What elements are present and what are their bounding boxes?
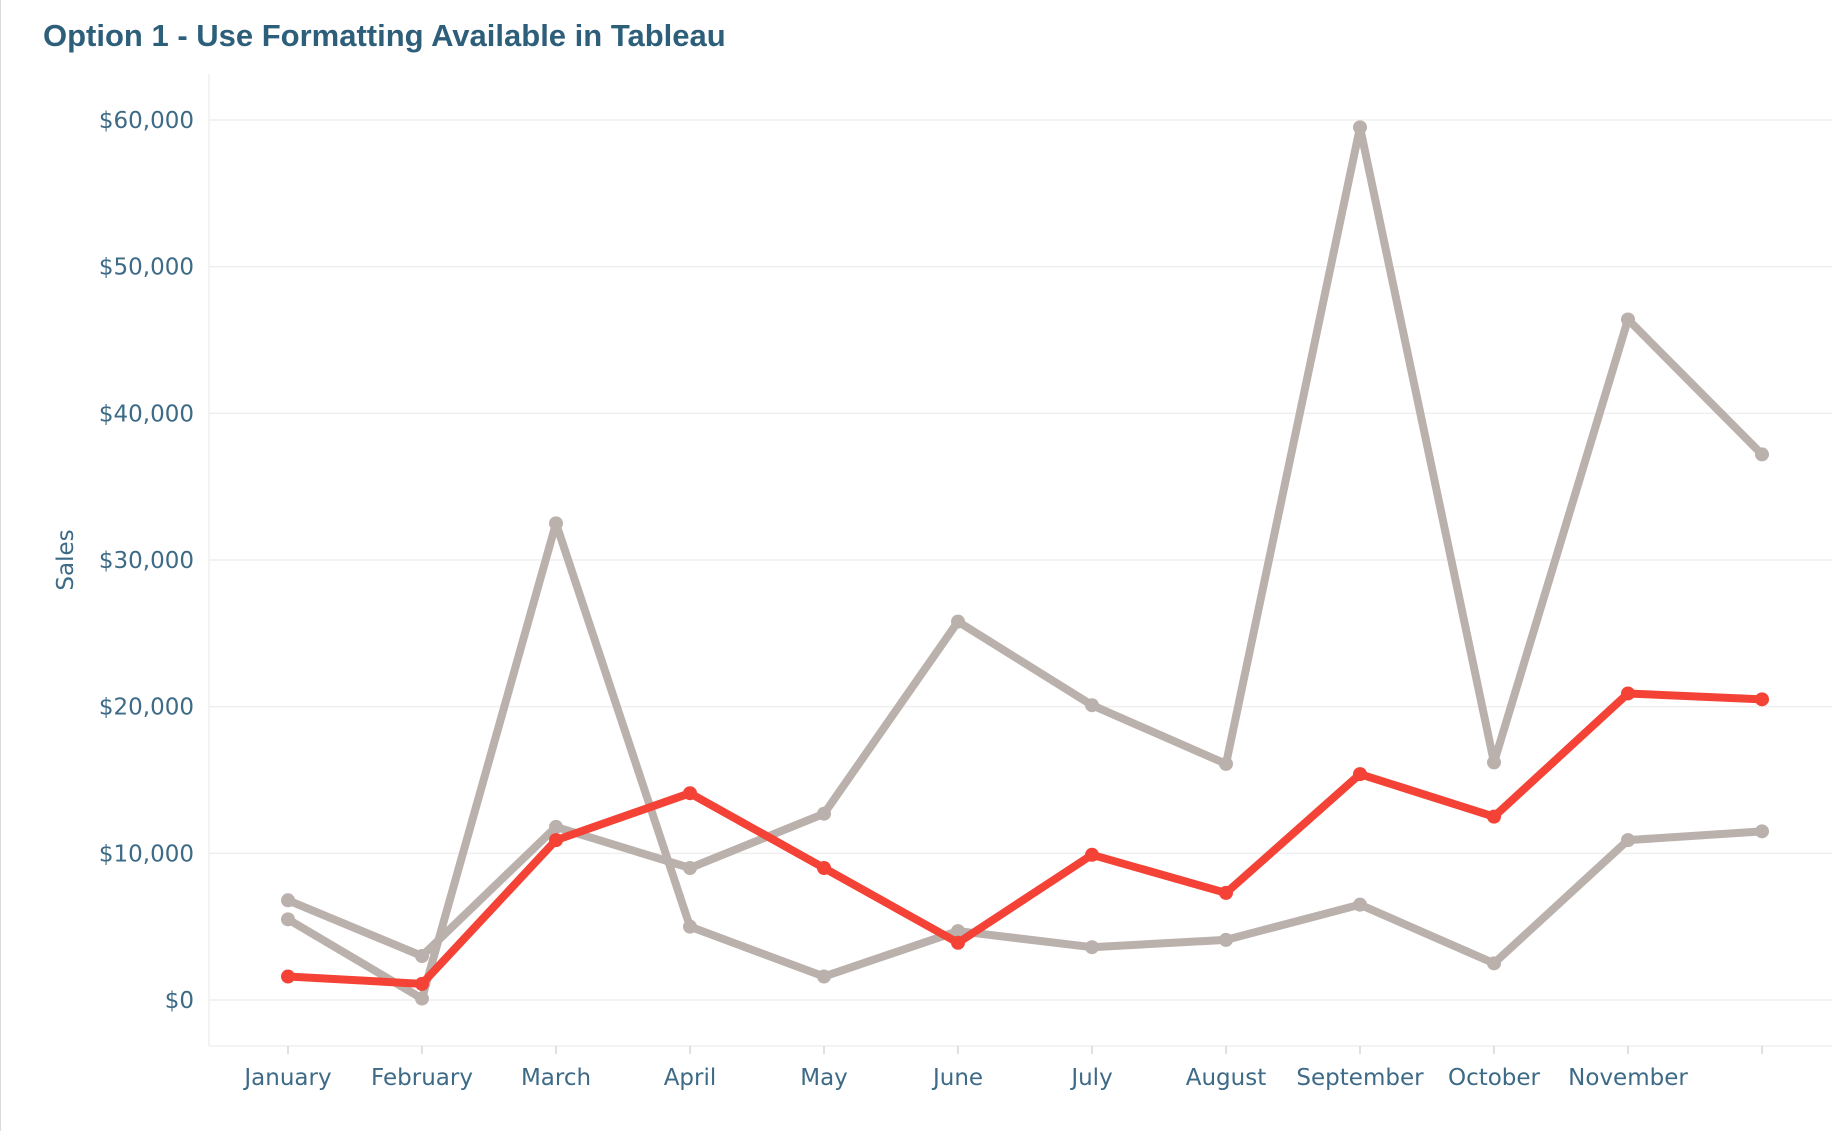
- data-point: [683, 919, 697, 934]
- data-point: [1487, 956, 1501, 971]
- series-line: [284, 123, 1766, 960]
- gridlines: [209, 119, 1832, 1001]
- y-axis-ticks: $0 $10,000 $20,000 $30,000 $40,000 $50,000 $60…: [99, 108, 194, 1014]
- x-tick-label: June: [931, 1065, 983, 1091]
- y-tick-label: $0: [165, 988, 194, 1014]
- data-point: [817, 806, 831, 821]
- data-point: [549, 819, 563, 834]
- muted-series: [281, 120, 1769, 963]
- x-tick-label: April: [664, 1065, 717, 1091]
- data-point: [415, 949, 429, 963]
- y-tick-label: $10,000: [99, 841, 194, 867]
- muted-series: [281, 516, 1769, 1006]
- x-tick-label: March: [521, 1065, 591, 1091]
- chart-title: Option 1 - Use Formatting Available in T…: [43, 18, 726, 53]
- series-line: [284, 689, 1766, 988]
- x-tick-label: November: [1568, 1065, 1688, 1091]
- data-point: [951, 614, 965, 629]
- x-axis-ticks: January February March April May June July Augu…: [242, 1046, 1763, 1091]
- data-point: [415, 976, 429, 991]
- data-point: [415, 991, 429, 1006]
- data-point: [817, 969, 831, 984]
- data-point: [281, 893, 295, 908]
- y-tick-label: $50,000: [99, 255, 194, 281]
- data-point: [951, 935, 965, 950]
- series-lines: [281, 120, 1769, 1006]
- data-point: [1621, 833, 1635, 848]
- data-point: [1755, 692, 1769, 707]
- y-tick-label: $20,000: [99, 695, 194, 721]
- y-tick-label: $40,000: [99, 401, 194, 427]
- highlighted-series: [281, 686, 1769, 991]
- x-tick-label: January: [242, 1065, 331, 1091]
- data-point: [951, 924, 965, 939]
- data-point: [1353, 767, 1367, 782]
- data-point: [1487, 755, 1501, 770]
- x-tick-label: October: [1448, 1065, 1541, 1091]
- data-point: [1085, 940, 1099, 955]
- data-point: [683, 786, 697, 801]
- data-point: [1219, 932, 1233, 947]
- data-point: [1219, 756, 1233, 771]
- axis-lines: [208, 74, 1832, 1047]
- y-axis-title: Sales: [53, 529, 79, 590]
- data-point: [1219, 885, 1233, 900]
- data-point: [1755, 447, 1769, 462]
- data-point: [1085, 847, 1099, 862]
- x-tick-label: February: [371, 1065, 473, 1091]
- data-point: [683, 861, 697, 875]
- y-tick-label: $30,000: [99, 548, 194, 574]
- data-point: [549, 833, 563, 848]
- data-point: [281, 912, 295, 927]
- x-tick-label: August: [1186, 1065, 1267, 1091]
- data-point: [1353, 897, 1367, 912]
- data-point: [1085, 698, 1099, 713]
- series-line: [284, 519, 1766, 1003]
- x-tick-label: September: [1296, 1065, 1424, 1091]
- data-point: [549, 516, 563, 531]
- data-point: [1755, 824, 1769, 839]
- data-point: [1487, 809, 1501, 824]
- data-point: [281, 969, 295, 984]
- data-point: [1621, 686, 1635, 701]
- y-tick-label: $60,000: [99, 108, 194, 134]
- data-point: [817, 861, 831, 875]
- x-tick-label: May: [800, 1065, 848, 1091]
- data-point: [1353, 120, 1367, 135]
- x-tick-label: July: [1069, 1065, 1112, 1091]
- data-point: [1621, 312, 1635, 327]
